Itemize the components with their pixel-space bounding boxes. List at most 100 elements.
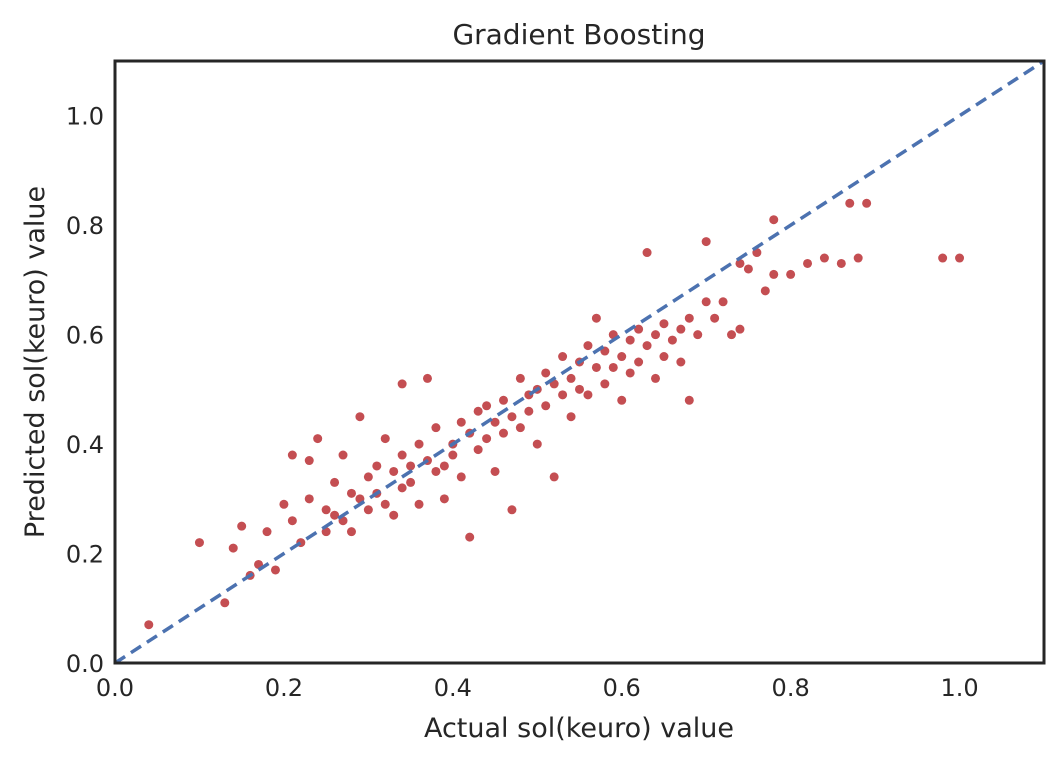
data-point (456, 417, 466, 427)
data-point (414, 439, 424, 449)
y-tick-label: 0.2 (66, 541, 104, 569)
data-point (422, 373, 432, 383)
data-point (600, 379, 610, 389)
y-axis-label: Predicted sol(keuro) value (20, 186, 51, 538)
data-point (667, 335, 677, 345)
data-point (541, 401, 551, 411)
data-point (862, 198, 872, 208)
data-point (237, 521, 247, 531)
data-point (591, 362, 601, 372)
data-point (786, 269, 796, 279)
data-point (482, 401, 492, 411)
data-point (718, 297, 728, 307)
data-point (406, 461, 416, 471)
data-point (515, 423, 525, 433)
data-point (431, 423, 441, 433)
x-tick-label: 0.4 (434, 674, 472, 702)
data-point (566, 412, 576, 422)
data-point (608, 362, 618, 372)
x-tick-label: 0.2 (265, 674, 303, 702)
data-point (346, 488, 356, 498)
data-point (819, 253, 829, 263)
data-point (938, 253, 948, 263)
data-point (853, 253, 863, 263)
data-point (228, 543, 238, 553)
y-axis-ticks: 0.0 0.2 0.4 0.6 0.8 1.0 (66, 103, 104, 678)
reference-line (114, 59, 1045, 665)
data-point (439, 494, 449, 504)
data-point (769, 269, 779, 279)
data-point (490, 417, 500, 427)
points-layer (144, 198, 965, 630)
data-point (634, 357, 644, 367)
x-tick-label: 0.6 (603, 674, 641, 702)
x-tick-label: 0.8 (772, 674, 810, 702)
data-point (363, 472, 373, 482)
data-point (144, 620, 154, 630)
data-point (710, 313, 720, 323)
data-point (701, 297, 711, 307)
data-point (304, 494, 314, 504)
data-point (558, 390, 568, 400)
data-point (760, 286, 770, 296)
data-point (397, 379, 407, 389)
data-point (380, 499, 390, 509)
y-tick-label: 0.0 (66, 650, 104, 678)
data-point (524, 406, 534, 416)
data-point (558, 352, 568, 362)
data-point (330, 477, 340, 487)
x-axis-label: Actual sol(keuro) value (424, 713, 734, 744)
y-tick-label: 1.0 (66, 103, 104, 131)
data-point (583, 390, 593, 400)
data-point (287, 516, 297, 526)
data-point (473, 406, 483, 416)
data-point (448, 450, 458, 460)
data-point (515, 373, 525, 383)
data-point (651, 373, 661, 383)
data-point (498, 395, 508, 405)
data-point (735, 324, 745, 334)
data-point (389, 466, 399, 476)
y-tick-label: 0.6 (66, 322, 104, 350)
data-point (642, 341, 652, 351)
data-point (363, 505, 373, 515)
data-point (693, 330, 703, 340)
plot-frame (113, 59, 1046, 665)
data-point (321, 505, 331, 515)
data-point (575, 384, 584, 394)
data-point (194, 538, 204, 548)
data-point (625, 368, 635, 378)
data-point (769, 215, 779, 225)
y-tick-label: 0.4 (66, 431, 104, 459)
data-point (473, 445, 483, 455)
data-point (414, 499, 424, 509)
data-point (380, 434, 390, 444)
data-point (735, 258, 745, 268)
data-point (651, 330, 661, 340)
data-point (355, 412, 365, 422)
data-point (727, 330, 737, 340)
data-point (845, 198, 855, 208)
data-point (659, 352, 669, 362)
data-point (617, 395, 627, 405)
data-point (482, 434, 492, 444)
data-point (397, 450, 407, 460)
chart-title: Gradient Boosting (452, 18, 705, 51)
data-point (583, 341, 593, 351)
data-point (507, 505, 517, 515)
data-point (634, 324, 644, 334)
data-point (456, 472, 466, 482)
x-tick-label: 1.0 (940, 674, 978, 702)
data-point (220, 598, 230, 608)
data-point (625, 335, 635, 345)
data-point (541, 368, 551, 378)
data-point (431, 466, 441, 476)
data-point (270, 565, 280, 575)
data-point (955, 253, 965, 263)
x-tick-label: 0.0 (96, 674, 134, 702)
data-point (532, 439, 542, 449)
data-point (617, 352, 627, 362)
data-point (287, 450, 297, 460)
data-point (743, 264, 753, 274)
